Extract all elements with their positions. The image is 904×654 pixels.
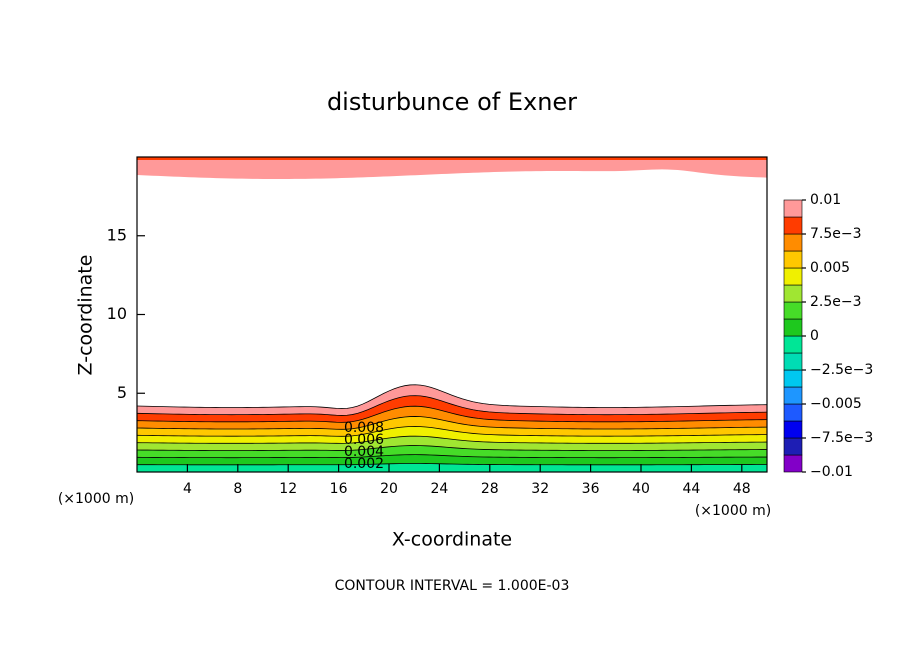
contour-line [136, 405, 768, 423]
contour-label: 0.006 [344, 432, 384, 448]
contour-band [137, 157, 767, 179]
contour-line [136, 454, 768, 459]
x-tick-label: 16 [330, 481, 348, 497]
x-tick-label: 20 [380, 481, 398, 497]
colorbar-swatch [783, 250, 803, 269]
colorbar-swatch [783, 199, 803, 218]
x-tick-label: 36 [582, 481, 600, 497]
colorbar-tick-label: −0.005 [810, 396, 862, 412]
contour-line [136, 384, 768, 409]
contour-line [136, 426, 768, 437]
x-unit-label: (×1000 m) [695, 503, 771, 519]
colorbar-swatch [783, 318, 803, 337]
colorbar-tick-label: 0 [810, 328, 819, 344]
contour-label: 0.004 [344, 444, 384, 460]
contour-band [137, 454, 767, 465]
colorbar-swatch [783, 267, 803, 286]
x-tick-label: 4 [183, 481, 192, 497]
colorbar-swatch [783, 352, 803, 371]
colorbar-tick-label: 0.005 [810, 260, 850, 276]
contour-band [137, 463, 767, 472]
x-tick-label: 12 [279, 481, 297, 497]
colorbar-swatch [783, 335, 803, 354]
x-unit-label: (×1000 m) [58, 491, 134, 507]
colorbar-swatch [783, 403, 803, 422]
colorbar-swatch [783, 216, 803, 235]
contour-label: 0.002 [344, 456, 384, 472]
y-tick-label: 10 [107, 304, 127, 323]
contour-line [136, 416, 768, 430]
contour-band [137, 416, 767, 437]
x-tick-label: 32 [531, 481, 549, 497]
y-axis-label: Z-coordinate [75, 255, 97, 376]
colorbar-swatch [783, 284, 803, 303]
chart-title: disturbunce of Exner [327, 88, 577, 116]
x-tick-label: 40 [632, 481, 650, 497]
colorbar-tick-label: 2.5e−3 [810, 294, 862, 310]
contour-band [137, 395, 767, 423]
contour-band [137, 436, 767, 451]
colorbar-swatch [783, 386, 803, 405]
contour-line [136, 463, 768, 466]
colorbar-swatch [783, 420, 803, 439]
x-axis-label: X-coordinate [392, 529, 512, 551]
colorbar-tick-label: 0.01 [810, 192, 841, 208]
contour-band [137, 426, 767, 444]
colorbar-swatch [783, 454, 803, 473]
x-tick-label: 48 [733, 481, 751, 497]
contour-line [136, 435, 768, 444]
contour-line [136, 445, 768, 451]
contour-band [137, 157, 767, 160]
colorbar-tick-label: −2.5e−3 [810, 362, 873, 378]
x-tick-label: 8 [233, 481, 242, 497]
colorbar-swatch [783, 369, 803, 388]
footnote: CONTOUR INTERVAL = 1.000E-03 [335, 578, 570, 594]
colorbar-tick-label: −0.01 [810, 464, 853, 480]
contour-band [137, 406, 767, 430]
x-tick-label: 28 [481, 481, 499, 497]
y-tick-label: 5 [117, 383, 127, 402]
x-tick-label: 44 [682, 481, 700, 497]
contour-line [136, 395, 768, 416]
x-tick-label: 24 [430, 481, 448, 497]
contour-label: 0.008 [344, 420, 384, 436]
colorbar-swatch [783, 301, 803, 320]
colorbar-swatch [783, 437, 803, 456]
colorbar-tick-label: −7.5e−3 [810, 430, 873, 446]
contour-band [137, 445, 767, 458]
y-tick-label: 15 [107, 225, 127, 244]
colorbar-swatch [783, 233, 803, 252]
colorbar-tick-label: 7.5e−3 [810, 226, 862, 242]
